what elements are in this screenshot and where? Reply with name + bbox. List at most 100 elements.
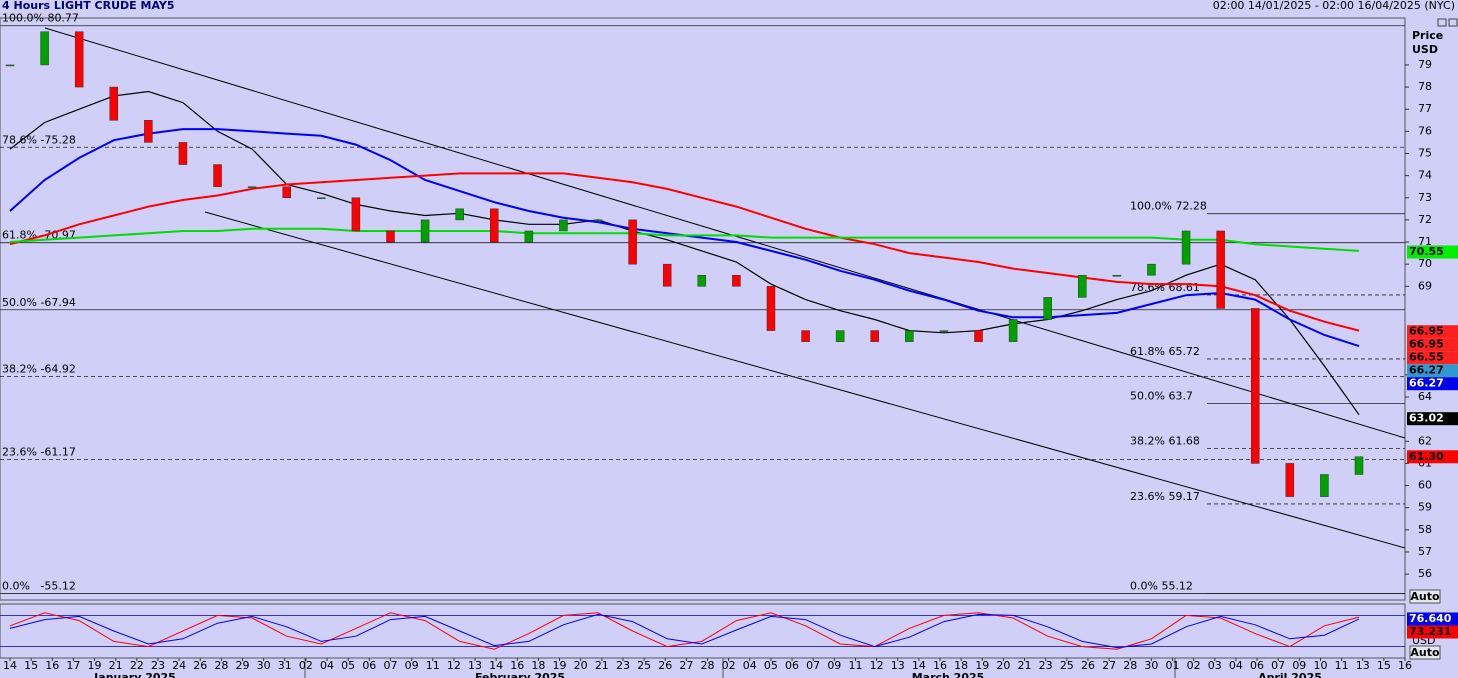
x-tick-label: 24 bbox=[172, 659, 186, 672]
y-tick-label: 70 bbox=[1418, 257, 1432, 270]
x-tick-label: 21 bbox=[109, 659, 123, 672]
price-box-label: 63.02 bbox=[1409, 412, 1444, 425]
price-box bbox=[1407, 412, 1458, 426]
fib-label: 0.0% -55.12 bbox=[2, 580, 76, 593]
candle bbox=[801, 330, 810, 342]
icon[interactable] bbox=[1448, 18, 1458, 27]
moving-average bbox=[9, 227, 1360, 252]
y-tick-label: 77 bbox=[1418, 102, 1432, 115]
fib-label: 23.6% 59.17 bbox=[1130, 490, 1200, 503]
x-tick-label: 16 bbox=[1398, 659, 1412, 672]
x-tick-label: 06 bbox=[1250, 659, 1264, 672]
x-tick-label: 20 bbox=[996, 659, 1010, 672]
y-tick-label: 73 bbox=[1418, 191, 1432, 204]
y-tick-label: 59 bbox=[1418, 501, 1432, 514]
candle bbox=[213, 164, 222, 187]
x-tick-label: 11 bbox=[848, 659, 862, 672]
x-tick-label: 13 bbox=[891, 659, 905, 672]
candle bbox=[109, 86, 119, 121]
candle bbox=[1354, 456, 1364, 475]
x-tick-label: 18 bbox=[531, 659, 545, 672]
auto-label: Auto bbox=[1410, 590, 1440, 603]
x-tick-label: 18 bbox=[954, 659, 968, 672]
fib-label: 50.0% 63.7 bbox=[1130, 390, 1193, 403]
price-box-label: 66.95 bbox=[1409, 338, 1444, 351]
x-tick-label: 21 bbox=[595, 659, 609, 672]
price-box-label: 70.55 bbox=[1409, 245, 1444, 258]
icon[interactable] bbox=[1437, 18, 1447, 27]
x-tick-label: 03 bbox=[1208, 659, 1222, 672]
fib-label: 100.0% 72.28 bbox=[1130, 200, 1207, 213]
x-tick-label: 23 bbox=[151, 659, 165, 672]
channel-line bbox=[44, 27, 1406, 439]
fib-label: 50.0% -67.94 bbox=[2, 296, 76, 309]
candle bbox=[524, 230, 534, 243]
osc-frame bbox=[0, 603, 1406, 659]
candle bbox=[1181, 230, 1191, 265]
fib-label: 38.2% -64.92 bbox=[2, 363, 76, 376]
candle bbox=[455, 208, 464, 221]
chart-title: 4 Hours LIGHT CRUDE MAY5 bbox=[2, 0, 175, 12]
y-tick-label: 71 bbox=[1418, 235, 1432, 248]
candle bbox=[905, 330, 914, 342]
x-tick-label: 31 bbox=[278, 659, 292, 672]
channel-line bbox=[204, 211, 1406, 549]
price-box bbox=[1407, 338, 1458, 352]
x-tick-label: 05 bbox=[341, 659, 355, 672]
fib-label: 78.6% -75.28 bbox=[2, 133, 76, 146]
x-tick-label: 27 bbox=[1102, 659, 1116, 672]
candle bbox=[559, 219, 568, 232]
x-tick-label: 27 bbox=[679, 659, 693, 672]
fib-label: 0.0% 55.12 bbox=[1130, 580, 1193, 593]
fib-label: 100.0% 80.77 bbox=[2, 12, 79, 25]
candle bbox=[1320, 474, 1329, 497]
x-tick-label: 16 bbox=[45, 659, 59, 672]
y-tick-label: 72 bbox=[1418, 213, 1432, 226]
candle bbox=[1147, 263, 1156, 276]
x-tick-label: 11 bbox=[1335, 659, 1349, 672]
price-box bbox=[1407, 377, 1458, 391]
auto-button[interactable] bbox=[1409, 589, 1441, 604]
x-tick-label: 04 bbox=[1229, 659, 1243, 672]
x-tick-label: 26 bbox=[1081, 659, 1095, 672]
candle bbox=[317, 197, 326, 200]
candle bbox=[697, 274, 707, 287]
price-box-label: 61.30 bbox=[1409, 450, 1444, 463]
x-tick-label: 30 bbox=[1144, 659, 1158, 672]
x-tick-label: 28 bbox=[1123, 659, 1137, 672]
candle bbox=[662, 263, 672, 287]
x-tick-label: 11 bbox=[426, 659, 440, 672]
oscillator-line bbox=[9, 613, 1360, 649]
x-tick-label: 13 bbox=[1356, 659, 1370, 672]
candle bbox=[1250, 308, 1260, 464]
price-box bbox=[1407, 351, 1458, 365]
x-tick-label: 06 bbox=[362, 659, 376, 672]
x-tick-label: 06 bbox=[785, 659, 799, 672]
x-tick-label: 26 bbox=[658, 659, 672, 672]
plot-frame bbox=[0, 17, 1406, 601]
price-box bbox=[1407, 364, 1458, 378]
y-tick-label: 69 bbox=[1418, 279, 1432, 292]
x-tick-label: 21 bbox=[1018, 659, 1032, 672]
price-box bbox=[1407, 325, 1458, 339]
x-tick-label: 28 bbox=[214, 659, 228, 672]
candle bbox=[386, 230, 395, 243]
date-range: 02:00 14/01/2025 - 02:00 16/04/2025 (NYC… bbox=[1213, 0, 1455, 12]
osc-box-label: 73.231 bbox=[1409, 625, 1451, 638]
x-tick-label: 15 bbox=[1377, 659, 1391, 672]
x-tick-label: 14 bbox=[912, 659, 926, 672]
price-box-label: 66.27 bbox=[1409, 377, 1444, 390]
axis-unit: USD bbox=[1412, 43, 1438, 56]
candle bbox=[1078, 274, 1087, 298]
price-box-label: 66.27 bbox=[1409, 364, 1444, 377]
candle bbox=[490, 208, 499, 243]
candle bbox=[939, 330, 949, 332]
y-tick-label: 74 bbox=[1418, 169, 1432, 182]
auto-button[interactable] bbox=[1409, 645, 1441, 660]
candle bbox=[144, 120, 153, 143]
oscillator-line bbox=[9, 612, 1360, 650]
candle bbox=[1112, 274, 1122, 277]
candle bbox=[766, 286, 776, 331]
month-label: March 2025 bbox=[912, 671, 985, 678]
